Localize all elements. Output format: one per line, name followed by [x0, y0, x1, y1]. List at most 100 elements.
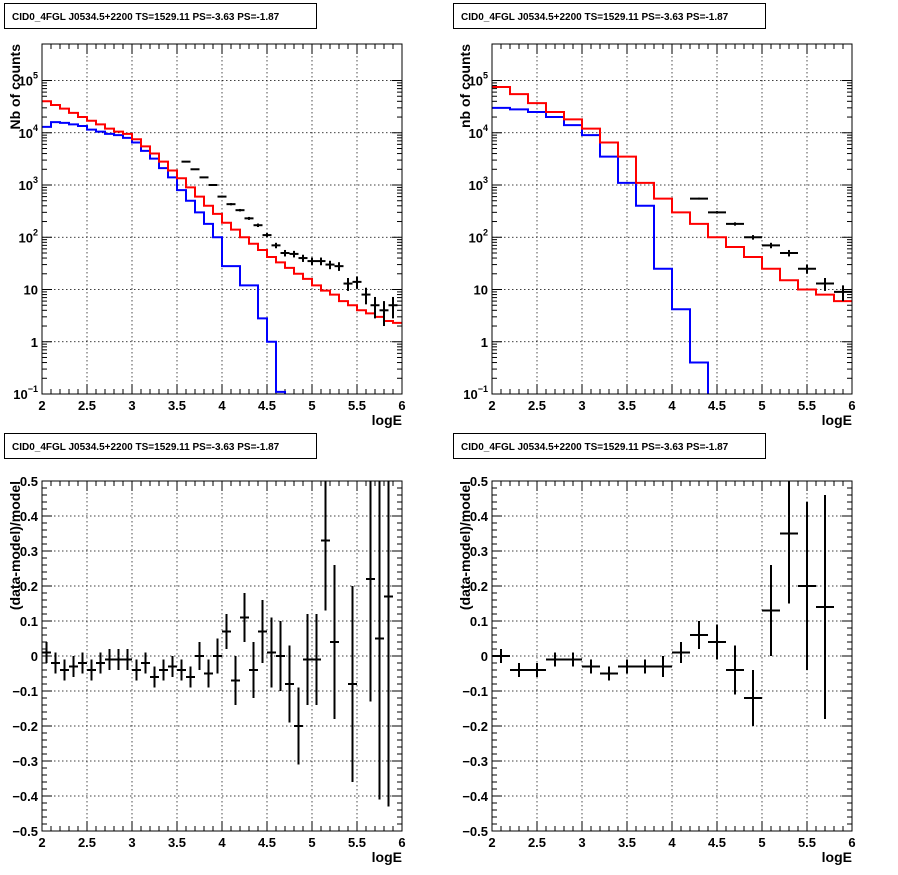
- data-point: [289, 250, 299, 258]
- data-point: [249, 642, 258, 698]
- data-point: [105, 649, 114, 670]
- x-tick-label: 3.5: [168, 835, 186, 850]
- data-point: [217, 195, 227, 198]
- x-tick-label: 4: [668, 835, 676, 850]
- data-point: [231, 656, 240, 705]
- source-model-line: [492, 106, 709, 394]
- data-point: [316, 257, 326, 266]
- y-tick-label: −0.4: [12, 789, 38, 804]
- data-point: [744, 670, 762, 726]
- x-axis-label: logE: [372, 849, 402, 865]
- counts-panel-right: 2 2.5 3 3.5 4 4.5 5 5.5 6 10−1 1 10 102 103 104 105 CID0…: [453, 3, 856, 428]
- y-tick-label: 103: [469, 175, 488, 193]
- data-point: [321, 481, 330, 611]
- x-tick-label: 2: [38, 398, 45, 413]
- data-point: [267, 617, 276, 688]
- x-tick-label: 2.5: [528, 398, 546, 413]
- data-point: [141, 652, 150, 674]
- data-point: [798, 502, 816, 670]
- data-point: [240, 593, 249, 642]
- data-point: [564, 652, 582, 667]
- series-group: [42, 100, 402, 394]
- y-tick-label: −0.5: [462, 824, 488, 839]
- data-point: [690, 197, 708, 200]
- y-tick-label: −0.4: [462, 789, 488, 804]
- data-point: [780, 249, 798, 257]
- x-tick-label: 2: [488, 398, 495, 413]
- x-tick-label: 2.5: [78, 398, 96, 413]
- data-point: [654, 656, 672, 677]
- data-point: [213, 638, 222, 674]
- counts-panel-left: 2 2.5 3 3.5 4 4.5 5 5.5 6 10−1 1 10 102 103 104 105 CID0…: [4, 3, 406, 428]
- y-tick-label: 0.1: [20, 614, 38, 629]
- data-point: [546, 652, 564, 667]
- x-tick-label: 3: [578, 398, 585, 413]
- y-axis-label: (data-model)/model: [457, 481, 473, 610]
- data-point: [222, 614, 231, 649]
- y-tick-label: −0.2: [462, 719, 488, 734]
- data-point: [726, 222, 744, 226]
- data-point: [195, 642, 204, 670]
- data-point: [510, 663, 528, 677]
- panel-title: CID0_4FGL J0534.5+2200 TS=1529.11 PS=-3.…: [12, 12, 280, 23]
- data-point: [379, 301, 389, 327]
- x-tick-label: 3.5: [168, 398, 186, 413]
- y-tick-label: 0.3: [470, 544, 488, 559]
- plot-frame: [41, 480, 403, 832]
- data-point: [334, 262, 344, 271]
- data-point: [307, 257, 317, 266]
- data-point: [330, 565, 339, 719]
- data-point: [132, 659, 141, 681]
- y-tick-label: 0.5: [470, 474, 488, 489]
- x-tick-label: 6: [848, 398, 855, 413]
- data-point: [636, 659, 654, 674]
- data-point: [672, 642, 690, 663]
- y-tick-label: 0.2: [20, 579, 38, 594]
- plot-frame: [491, 480, 853, 832]
- title-box: [453, 433, 766, 459]
- x-tick-label: 4: [668, 398, 676, 413]
- x-tick-label: 4: [218, 835, 226, 850]
- y-axis-label: Nb of counts: [7, 44, 23, 130]
- data-point: [492, 649, 510, 663]
- data-point: [582, 659, 600, 674]
- data-point: [244, 216, 254, 220]
- data-point: [312, 614, 321, 705]
- data-point: [96, 652, 105, 674]
- x-tick-label: 5.5: [798, 835, 816, 850]
- y-tick-label: 104: [469, 123, 488, 141]
- x-axis-label: logE: [822, 412, 852, 428]
- panel-title: CID0_4FGL J0534.5+2200 TS=1529.11 PS=-3.…: [461, 12, 729, 23]
- title-box: [4, 3, 317, 29]
- data-point: [352, 276, 362, 289]
- y-tick-label: 102: [19, 227, 38, 245]
- data-point: [280, 249, 290, 257]
- x-tick-label: 4: [218, 398, 226, 413]
- y-tick-label: 1: [481, 335, 488, 350]
- y-tick-label: 105: [19, 71, 38, 89]
- x-tick-label: 4.5: [258, 398, 276, 413]
- data-point: [294, 687, 303, 765]
- data-point: [226, 203, 236, 206]
- y-tick-label: −0.3: [462, 754, 488, 769]
- data-point: [298, 254, 308, 262]
- x-tick-label: 3.5: [618, 835, 636, 850]
- data-point: [199, 176, 209, 179]
- data-point: [618, 659, 636, 674]
- data-point: [303, 614, 312, 705]
- y-tick-label: 0.2: [470, 579, 488, 594]
- plot-frame: [41, 43, 403, 395]
- y-tick-label: −0.3: [12, 754, 38, 769]
- y-tick-label: 104: [19, 123, 38, 141]
- y-tick-label: −0.1: [462, 684, 488, 699]
- x-tick-label: 5: [308, 398, 315, 413]
- x-axis-label: logE: [372, 412, 402, 428]
- data-point: [361, 287, 371, 305]
- data-point: [87, 659, 96, 681]
- x-tick-label: 2.5: [528, 835, 546, 850]
- data-point: [168, 656, 177, 677]
- y-tick-label: −0.1: [12, 684, 38, 699]
- data-point: [348, 586, 357, 782]
- data-point: [343, 278, 353, 291]
